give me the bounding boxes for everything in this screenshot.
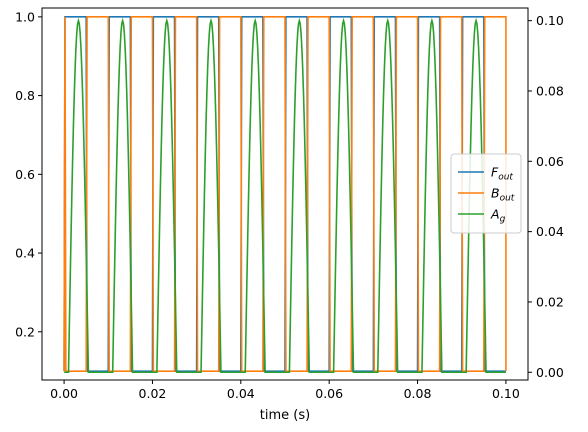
right-y-tick-label: 0.00 bbox=[536, 365, 564, 380]
right-y-tick-label: 0.04 bbox=[536, 224, 564, 239]
right-y-tick-label: 0.08 bbox=[536, 83, 564, 98]
plot-frame bbox=[41, 7, 529, 381]
right-y-tick-label: 0.06 bbox=[536, 154, 564, 169]
legend-label: Bout bbox=[491, 186, 515, 204]
left-y-tick-label: 0.8 bbox=[15, 88, 35, 103]
legend: Fout Bout Ag bbox=[450, 153, 522, 234]
left-y-tick-label: 0.4 bbox=[15, 246, 35, 261]
right-y-tick-label: 0.02 bbox=[536, 294, 564, 309]
x-tick-label: 0.10 bbox=[492, 386, 520, 401]
x-tick-label: 0.04 bbox=[227, 386, 255, 401]
series-line-b-out bbox=[63, 16, 507, 372]
legend-label: Fout bbox=[491, 165, 513, 183]
x-tick-label: 0.00 bbox=[50, 386, 78, 401]
series-layer bbox=[63, 16, 507, 374]
left-y-tick-label: 0.6 bbox=[15, 167, 35, 182]
x-tick-label: 0.06 bbox=[315, 386, 343, 401]
right-y-axis: 0.00 0.02 0.04 0.06 0.08 0.10 bbox=[528, 13, 564, 380]
left-y-axis: 0.2 0.4 0.6 0.8 1.0 bbox=[15, 9, 42, 339]
left-y-tick-label: 0.2 bbox=[15, 324, 35, 339]
x-axis-label: time (s) bbox=[260, 408, 310, 423]
legend-label: Ag bbox=[490, 207, 506, 225]
series-line-a-g bbox=[64, 17, 506, 374]
x-tick-label: 0.08 bbox=[404, 386, 432, 401]
left-y-tick-label: 1.0 bbox=[15, 9, 35, 24]
right-y-tick-label: 0.10 bbox=[536, 13, 564, 28]
x-axis: 0.00 0.02 0.04 0.06 0.08 0.10 bbox=[50, 380, 520, 401]
x-tick-label: 0.02 bbox=[139, 386, 167, 401]
